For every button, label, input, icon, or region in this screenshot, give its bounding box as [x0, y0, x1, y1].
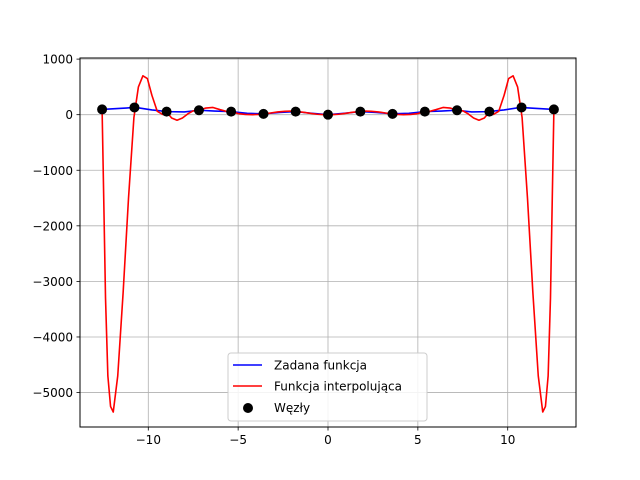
node-point	[548, 104, 559, 115]
node-point	[419, 106, 430, 117]
node-point	[290, 106, 301, 117]
series-points-wezly	[97, 102, 559, 120]
node-point	[129, 102, 140, 113]
node-point	[226, 106, 237, 117]
y-tick-label: −2000	[32, 219, 73, 233]
x-tick-label: 0	[324, 433, 332, 447]
y-tick-label: −4000	[32, 330, 73, 344]
node-point	[516, 102, 527, 113]
y-tick-label: 1000	[42, 53, 73, 67]
node-point	[387, 108, 398, 119]
node-point	[97, 104, 108, 115]
y-tick-label: −5000	[32, 386, 73, 400]
x-axis: −10 −5 0 5 10	[136, 427, 515, 447]
legend-swatch-wezly	[243, 403, 253, 413]
y-tick-label: −3000	[32, 275, 73, 289]
x-tick-label: −10	[136, 433, 161, 447]
node-point	[323, 109, 333, 120]
node-point	[452, 105, 463, 116]
node-point	[161, 106, 172, 117]
legend-label-zadana: Zadana funkcja	[274, 359, 367, 373]
legend-box	[227, 352, 428, 422]
node-point	[193, 105, 204, 116]
node-point	[258, 108, 269, 119]
node-point	[355, 106, 366, 117]
x-tick-label: −5	[229, 433, 247, 447]
legend-label-wezly: Węzły	[274, 401, 310, 415]
legend: Zadana funkcja Funkcja interpolująca Węz…	[227, 352, 428, 422]
x-tick-label: 10	[500, 433, 515, 447]
y-tick-label: 0	[65, 108, 73, 122]
y-tick-label: −1000	[32, 164, 73, 178]
node-point	[484, 106, 495, 117]
plot-series	[97, 74, 559, 413]
x-tick-label: 5	[414, 433, 422, 447]
legend-label-interpolujaca: Funkcja interpolująca	[274, 380, 402, 394]
y-axis: 1000 0 −1000 −2000 −3000 −4000 −5000	[32, 53, 80, 400]
